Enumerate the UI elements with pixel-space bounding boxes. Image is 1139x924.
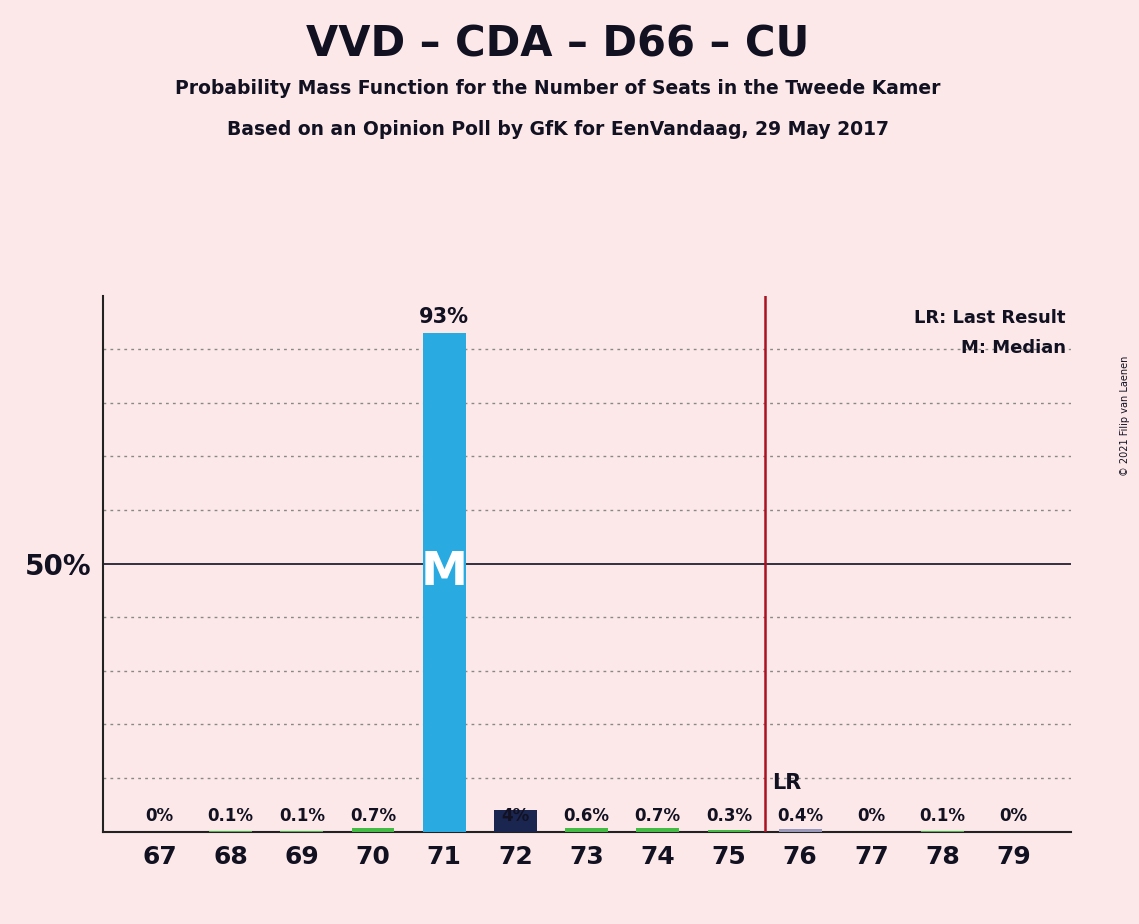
Text: 0%: 0% — [146, 808, 173, 825]
Text: 0.1%: 0.1% — [279, 808, 325, 825]
Bar — [352, 828, 394, 832]
Bar — [565, 829, 608, 832]
Bar — [779, 830, 821, 832]
Text: Based on an Opinion Poll by GfK for EenVandaag, 29 May 2017: Based on an Opinion Poll by GfK for EenV… — [227, 120, 890, 140]
Text: 93%: 93% — [419, 307, 469, 327]
Text: Probability Mass Function for the Number of Seats in the Tweede Kamer: Probability Mass Function for the Number… — [175, 79, 941, 98]
Text: 0%: 0% — [1000, 808, 1027, 825]
Bar — [637, 828, 679, 832]
Bar — [707, 830, 751, 832]
Text: © 2021 Filip van Laenen: © 2021 Filip van Laenen — [1120, 356, 1130, 476]
Text: 0.6%: 0.6% — [564, 808, 609, 825]
Bar — [494, 810, 536, 832]
Text: LR: Last Result: LR: Last Result — [915, 310, 1066, 327]
Text: VVD – CDA – D66 – CU: VVD – CDA – D66 – CU — [306, 23, 810, 65]
Text: 0.3%: 0.3% — [706, 808, 752, 825]
Text: 4%: 4% — [501, 808, 530, 825]
Text: 0.4%: 0.4% — [777, 808, 823, 825]
Text: 0.1%: 0.1% — [207, 808, 254, 825]
Text: LR: LR — [771, 773, 801, 794]
Text: M: Median: M: Median — [961, 338, 1066, 357]
Text: 0.7%: 0.7% — [634, 808, 681, 825]
Text: 0.1%: 0.1% — [919, 808, 966, 825]
Bar — [423, 334, 466, 832]
Text: 0.7%: 0.7% — [350, 808, 396, 825]
Text: M: M — [420, 550, 468, 595]
Text: 0%: 0% — [858, 808, 885, 825]
